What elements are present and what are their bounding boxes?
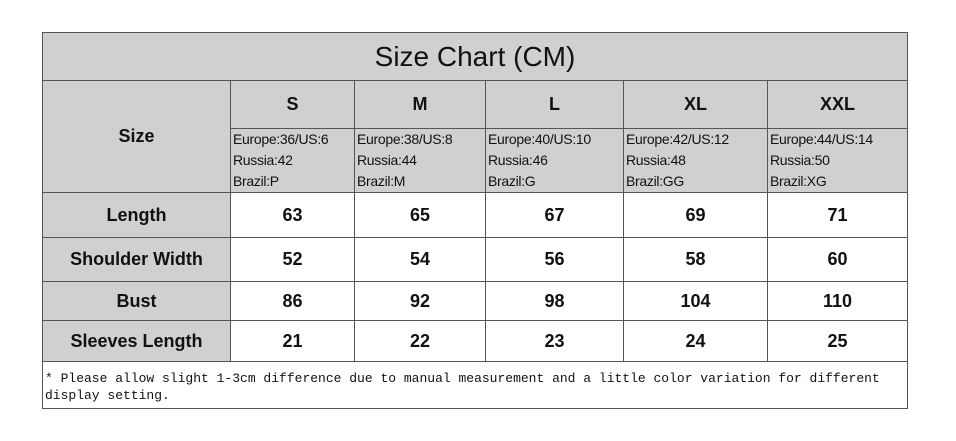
size-details: Europe:44/US:14 Russia:50 Brazil:XG bbox=[767, 128, 908, 193]
value: 65 bbox=[354, 192, 486, 238]
title: Size Chart (CM) bbox=[42, 32, 908, 81]
size-name: S bbox=[230, 80, 355, 129]
value: 54 bbox=[354, 237, 486, 282]
size-detail: Russia:50 bbox=[770, 152, 830, 168]
size-detail: Russia:42 bbox=[233, 152, 293, 168]
size-detail: Europe:42/US:12 bbox=[626, 131, 729, 147]
size-detail: Brazil:P bbox=[233, 173, 279, 189]
size-detail: Brazil:GG bbox=[626, 173, 684, 189]
value: 71 bbox=[767, 192, 908, 238]
size-detail: Russia:48 bbox=[626, 152, 686, 168]
note: * Please allow slight 1-3cm difference d… bbox=[42, 361, 908, 409]
size-details: Europe:40/US:10 Russia:46 Brazil:G bbox=[485, 128, 624, 193]
value: 69 bbox=[623, 192, 768, 238]
size-detail: Europe:44/US:14 bbox=[770, 131, 873, 147]
size-name: M bbox=[354, 80, 486, 129]
size-detail: Brazil:XG bbox=[770, 173, 827, 189]
size-detail: Russia:44 bbox=[357, 152, 417, 168]
size-name: L bbox=[485, 80, 624, 129]
size-name: XXL bbox=[767, 80, 908, 129]
value: 23 bbox=[485, 320, 624, 362]
value: 110 bbox=[767, 281, 908, 321]
size-details: Europe:38/US:8 Russia:44 Brazil:M bbox=[354, 128, 486, 193]
value: 25 bbox=[767, 320, 908, 362]
size-name: XL bbox=[623, 80, 768, 129]
value: 21 bbox=[230, 320, 355, 362]
value: 63 bbox=[230, 192, 355, 238]
size-details: Europe:42/US:12 Russia:48 Brazil:GG bbox=[623, 128, 768, 193]
row-label: Length bbox=[42, 192, 231, 238]
value: 22 bbox=[354, 320, 486, 362]
size-detail: Brazil:M bbox=[357, 173, 406, 189]
value: 60 bbox=[767, 237, 908, 282]
size-details: Europe:36/US:6 Russia:42 Brazil:P bbox=[230, 128, 355, 193]
value: 67 bbox=[485, 192, 624, 238]
size-detail: Brazil:G bbox=[488, 173, 536, 189]
size-label: Size bbox=[42, 80, 231, 193]
size-detail: Europe:36/US:6 bbox=[233, 131, 329, 147]
value: 52 bbox=[230, 237, 355, 282]
row-label: Shoulder Width bbox=[42, 237, 231, 282]
size-detail: Russia:46 bbox=[488, 152, 548, 168]
value: 92 bbox=[354, 281, 486, 321]
value: 24 bbox=[623, 320, 768, 362]
size-detail: Europe:40/US:10 bbox=[488, 131, 591, 147]
value: 56 bbox=[485, 237, 624, 282]
size-detail: Europe:38/US:8 bbox=[357, 131, 453, 147]
row-label: Bust bbox=[42, 281, 231, 321]
value: 104 bbox=[623, 281, 768, 321]
value: 86 bbox=[230, 281, 355, 321]
row-label: Sleeves Length bbox=[42, 320, 231, 362]
value: 98 bbox=[485, 281, 624, 321]
value: 58 bbox=[623, 237, 768, 282]
